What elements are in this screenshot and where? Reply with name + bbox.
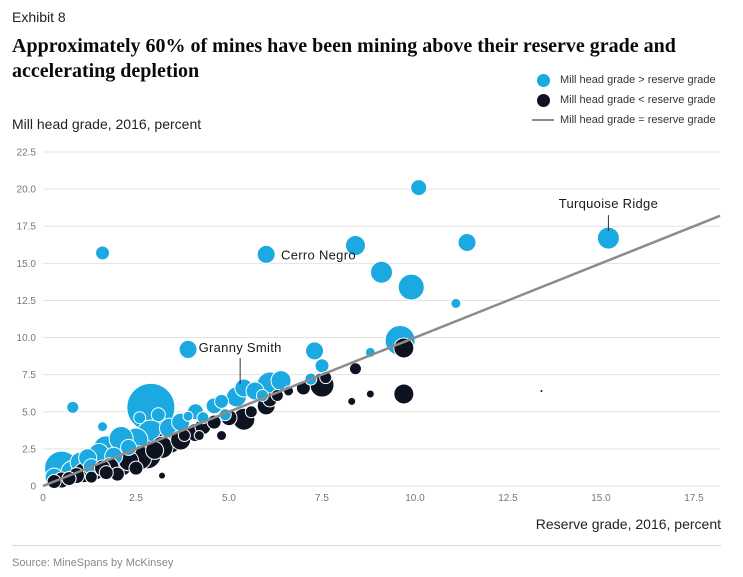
- bubble-below: [216, 430, 228, 442]
- x-tick-label: 5.0: [222, 493, 236, 504]
- legend-item-above: Mill head grade > reserve grade: [532, 70, 716, 90]
- y-tick-label: 2.5: [22, 444, 36, 455]
- legend-item-parity: Mill head grade = reserve grade: [532, 110, 716, 130]
- bubble-below: [540, 389, 543, 392]
- annotation-label: Cerro Negro: [281, 247, 356, 262]
- legend-item-below: Mill head grade < reserve grade: [532, 90, 716, 110]
- bubble-below: [159, 472, 166, 479]
- source-divider: [12, 545, 721, 546]
- legend-label-parity: Mill head grade = reserve grade: [560, 114, 716, 126]
- bubble-above: [178, 339, 198, 359]
- bubble-above: [344, 235, 366, 257]
- legend-dot-below: [536, 93, 550, 107]
- source-note: Source: MineSpans by McKinsey: [12, 557, 174, 569]
- bubble-below: [128, 460, 144, 476]
- x-tick-label: 0: [40, 493, 46, 504]
- legend-label-above: Mill head grade > reserve grade: [560, 74, 716, 86]
- bubble-above: [450, 297, 462, 309]
- bubble-above: [370, 260, 393, 284]
- y-tick-label: 5.0: [22, 407, 36, 418]
- y-axis-label: Mill head grade, 2016, percent: [12, 116, 202, 132]
- legend-label-below: Mill head grade < reserve grade: [560, 94, 716, 106]
- legend: Mill head grade > reserve grade Mill hea…: [532, 70, 716, 130]
- y-tick-label: 15.0: [17, 259, 37, 270]
- bubble-above: [97, 421, 109, 433]
- y-tick-label: 0: [30, 482, 36, 493]
- bubble-above: [66, 400, 80, 414]
- bubble-below: [365, 389, 375, 399]
- legend-line-parity: [532, 119, 554, 121]
- parity-line: [42, 214, 721, 488]
- x-tick-labels: 0 2.5 5.0 7.5 10.0 12.5 15.0 17.5: [40, 493, 704, 504]
- y-tick-labels: 0 2.5 5.0 7.5 10.0 12.5 15.0 17.5 20.0 22.5: [17, 148, 37, 493]
- bubble-above: [305, 341, 325, 361]
- y-tick-label: 22.5: [17, 148, 37, 159]
- bubble-below: [393, 383, 415, 405]
- bubble-below: [348, 362, 362, 376]
- annotation-label: Turquoise Ridge: [559, 196, 658, 211]
- exhibit-label: Exhibit 8: [12, 9, 66, 25]
- bubble-above: [182, 410, 194, 422]
- y-tick-label: 17.5: [17, 222, 37, 233]
- bubble-below: [98, 465, 114, 481]
- y-tick-label: 20.0: [17, 185, 37, 196]
- bubble-below: [244, 405, 258, 419]
- bubble-above: [457, 233, 477, 253]
- x-tick-label: 15.0: [591, 493, 611, 504]
- x-tick-label: 2.5: [129, 493, 143, 504]
- annotation-label: Granny Smith: [199, 340, 282, 355]
- y-tick-label: 7.5: [22, 370, 36, 381]
- bubble-above: [256, 244, 276, 264]
- y-tick-label: 12.5: [17, 296, 37, 307]
- bubble-above: [410, 179, 428, 197]
- x-tick-label: 7.5: [315, 493, 329, 504]
- chart-title: Approximately 60% of mines have been min…: [12, 35, 676, 82]
- y-tick-label: 10.0: [17, 333, 37, 344]
- annotations: Turquoise Ridge Cerro Negro Granny Smith: [199, 196, 658, 385]
- x-axis-label: Reserve grade, 2016, percent: [535, 516, 721, 532]
- bubble-above: [133, 411, 147, 425]
- bubble-below: [347, 396, 357, 406]
- bubble-above: [95, 245, 111, 261]
- bubble-below: [84, 470, 98, 484]
- x-tick-label: 10.0: [405, 493, 425, 504]
- x-tick-label: 17.5: [684, 493, 704, 504]
- bubble-above: [314, 358, 330, 374]
- bubble-above: [150, 407, 166, 423]
- x-tick-label: 12.5: [498, 493, 518, 504]
- bubble-above: [397, 273, 425, 301]
- bubble-above: [214, 393, 230, 409]
- legend-dot-above: [536, 73, 550, 87]
- bubble-below: [193, 430, 205, 442]
